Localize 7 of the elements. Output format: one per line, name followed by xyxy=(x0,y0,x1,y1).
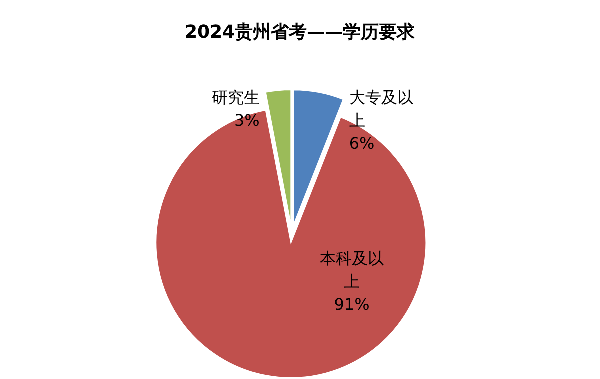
chart-title: 2024贵州省考——学历要求 xyxy=(184,22,416,43)
data-label: 6% xyxy=(349,134,375,153)
slice-label: 本科及以上 xyxy=(320,249,384,291)
slice-label: 大专及以上 xyxy=(349,88,414,130)
data-label: 91% xyxy=(334,295,370,314)
data-label: 3% xyxy=(234,111,260,130)
slice-label: 研究生 xyxy=(212,88,260,107)
